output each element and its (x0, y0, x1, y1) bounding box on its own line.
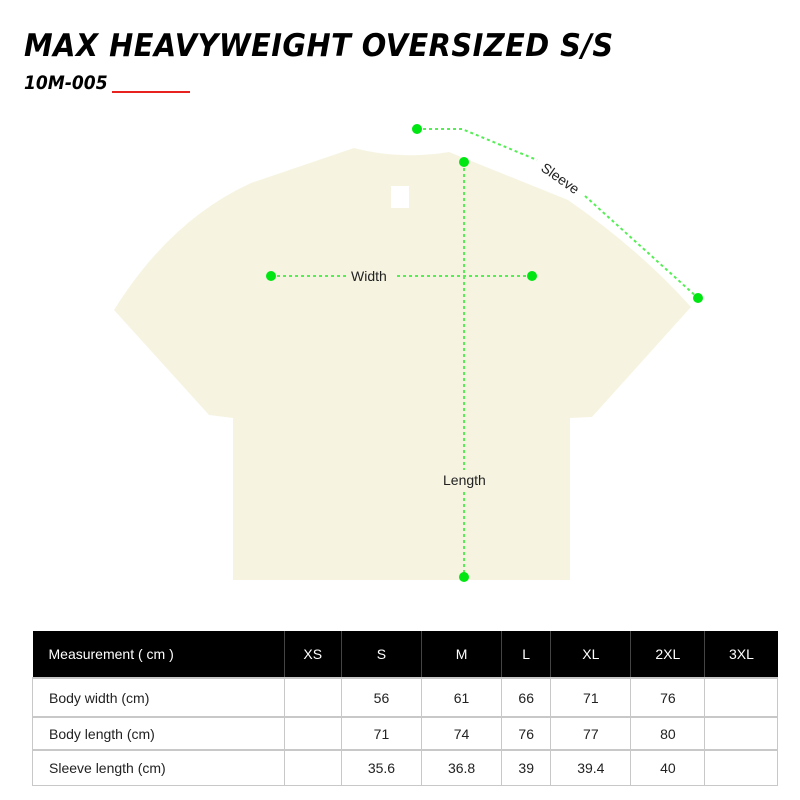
table-cell (283, 716, 342, 751)
product-title: MAX HEAVYWEIGHT OVERSIZED S/S (24, 28, 614, 64)
row-label: Body width (cm) (32, 677, 285, 718)
table-row: Sleeve length (cm) 35.6 36.8 39 39.4 40 (32, 749, 778, 786)
table-cell: 77 (550, 716, 632, 751)
column-header: Measurement ( cm ) (32, 631, 284, 678)
table-cell: 71 (550, 677, 632, 718)
sleeve-end-marker (693, 293, 703, 303)
sleeve-start-marker (412, 124, 422, 134)
table-cell: 35.6 (340, 749, 423, 786)
column-header: 3XL (704, 631, 778, 678)
table-header-row: Measurement ( cm ) XS S M L XL 2XL 3XL (32, 631, 778, 678)
table-cell: 80 (630, 716, 706, 751)
product-code: 10M-005 (24, 72, 108, 94)
table-cell: 39.4 (550, 749, 632, 786)
table-cell: 71 (340, 716, 423, 751)
table-cell: 74 (421, 716, 503, 751)
column-header: XS (283, 631, 342, 678)
table-cell: 40 (630, 749, 706, 786)
column-header: L (501, 631, 551, 678)
tshirt-shape (114, 148, 691, 580)
table-cell (283, 749, 342, 786)
table-cell (704, 749, 778, 786)
length-bottom-marker (459, 572, 469, 582)
column-header: 2XL (630, 631, 705, 678)
table-cell: 39 (501, 749, 552, 786)
row-label: Sleeve length (cm) (32, 749, 285, 786)
sleeve-line (417, 128, 538, 161)
table-cell (704, 716, 778, 751)
length-label: Length (443, 472, 486, 488)
size-chart-table: Measurement ( cm ) XS S M L XL 2XL 3XL B… (32, 631, 778, 786)
table-cell (704, 677, 778, 718)
column-header: XL (550, 631, 631, 678)
table-row: Body width (cm) 56 61 66 71 76 (32, 677, 778, 718)
tshirt-diagram: Width Length Sleeve (114, 124, 703, 582)
width-left-marker (266, 271, 276, 281)
width-label: Width (351, 268, 387, 284)
table-cell (283, 677, 342, 718)
table-cell: 36.8 (421, 749, 503, 786)
table-cell: 61 (421, 677, 503, 718)
table-row: Body length (cm) 71 74 76 77 80 (32, 716, 778, 751)
table-cell: 76 (501, 716, 552, 751)
column-header: M (421, 631, 502, 678)
accent-underline (112, 91, 190, 93)
column-header: S (340, 631, 422, 678)
table-cell: 66 (501, 677, 552, 718)
width-right-marker (527, 271, 537, 281)
row-label: Body length (cm) (32, 716, 285, 751)
length-top-marker (459, 157, 469, 167)
neck-label (391, 186, 409, 208)
table-cell: 56 (340, 677, 423, 718)
sleeve-line-lower (584, 195, 699, 299)
table-cell: 76 (630, 677, 706, 718)
